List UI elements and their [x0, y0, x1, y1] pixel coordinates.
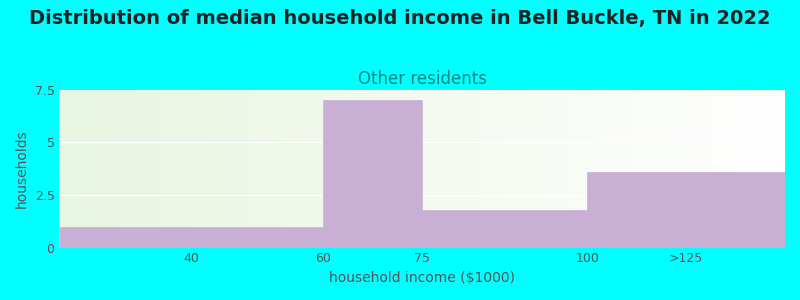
Text: Distribution of median household income in Bell Buckle, TN in 2022: Distribution of median household income …	[29, 9, 771, 28]
Bar	[59, 226, 323, 248]
Y-axis label: households: households	[15, 129, 29, 208]
Title: Other residents: Other residents	[358, 70, 486, 88]
Bar	[587, 172, 785, 248]
Bar	[422, 210, 587, 248]
Bar	[323, 100, 422, 248]
X-axis label: household income ($1000): household income ($1000)	[330, 271, 515, 285]
